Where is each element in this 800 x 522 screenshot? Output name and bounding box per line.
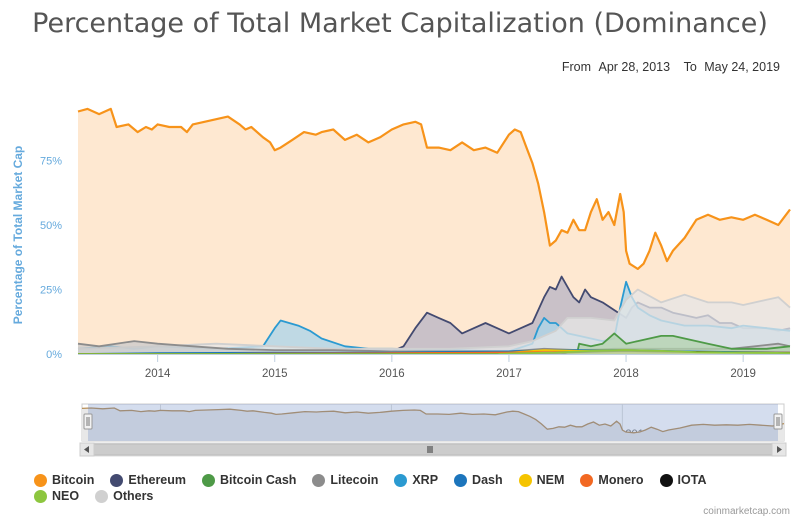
legend-marker-icon	[34, 473, 47, 487]
plot-area	[77, 96, 791, 355]
legend-label: Bitcoin Cash	[220, 473, 297, 487]
legend-label: Bitcoin	[52, 473, 95, 487]
range-from-date[interactable]: Apr 28, 2013	[598, 60, 671, 74]
legend-marker-icon	[312, 473, 326, 487]
legend-label: NEM	[536, 473, 565, 487]
legend-label: XRP	[412, 473, 439, 487]
navigator-series-area	[82, 408, 784, 441]
axes: 0% 25% 50% 75% Percentage of Total Market Ca…	[11, 146, 790, 380]
legend-item-xrp[interactable]: XRP	[394, 473, 438, 487]
legend-marker-icon	[454, 473, 468, 487]
x-tick-label: 2018	[613, 368, 639, 380]
legend-marker-icon	[394, 473, 408, 487]
x-tick-label: 2016	[379, 368, 405, 380]
legend-row: Bitcoin Ethereum Bitcoin Cash Litecoin XRP Da…	[34, 472, 794, 488]
legend-label: Dash	[472, 473, 503, 487]
chart-title: Percentage of Total Market Capitalizatio…	[32, 8, 768, 39]
series-line-bitcoin-cash[interactable]	[576, 332, 791, 355]
legend-marker-icon	[518, 473, 532, 487]
legend-marker-icon	[659, 473, 673, 487]
legend-marker-icon	[580, 473, 594, 487]
legend-marker-icon	[110, 473, 124, 487]
x-tick-label: 2014	[145, 368, 171, 380]
series-line-others[interactable]	[77, 288, 791, 350]
x-tick-label: 2017	[496, 368, 522, 380]
legend-item-nem[interactable]: NEM	[518, 473, 565, 487]
navigator-selection[interactable]	[88, 404, 778, 441]
legend-label: Monero	[598, 473, 644, 487]
range-to-label: To	[683, 60, 697, 74]
legend-item-dash[interactable]: Dash	[454, 473, 503, 487]
legend-item-iota[interactable]: IOTA	[659, 473, 707, 487]
arrow-left-icon	[84, 446, 89, 453]
series-line-neo[interactable]	[78, 349, 791, 355]
scrollbar-thumb[interactable]	[93, 443, 773, 456]
y-tick-label: 0%	[46, 349, 62, 361]
y-tick-label: 25%	[40, 285, 62, 297]
legend-label: NEO	[52, 489, 80, 503]
legend-item-ethereum[interactable]: Ethereum	[110, 473, 186, 487]
legend-row: NEO Others	[34, 488, 794, 504]
x-tick-label: 2015	[262, 368, 288, 380]
y-axis-title: Percentage of Total Market Cap	[11, 146, 25, 325]
legend-label: Ethereum	[128, 473, 187, 487]
legend-item-others[interactable]: Others	[95, 489, 153, 503]
legend-label: Litecoin	[330, 473, 379, 487]
y-tick-label: 75%	[40, 156, 62, 168]
range-from-label: From	[561, 60, 591, 74]
series-area-bitcoin	[78, 108, 790, 355]
x-tick-label: 2019	[730, 368, 756, 380]
navigator[interactable]: 201420162018	[79, 403, 787, 457]
date-range: From Apr 28, 2013 To May 24, 2019	[558, 60, 780, 74]
legend-marker-icon	[202, 473, 216, 487]
credit-link[interactable]: coinmarketcap.com	[703, 506, 790, 517]
legend-item-neo[interactable]: NEO	[34, 489, 79, 503]
navigator-series-line	[81, 407, 785, 434]
navigator-handle-left[interactable]	[83, 413, 93, 430]
navigator-handle-right[interactable]	[773, 413, 783, 430]
legend-item-bitcoin[interactable]: Bitcoin	[34, 473, 94, 487]
legend-item-monero[interactable]: Monero	[580, 473, 644, 487]
series-line-bitcoin[interactable]	[77, 107, 791, 270]
range-to-date[interactable]: May 24, 2019	[704, 60, 780, 74]
legend-label: IOTA	[677, 473, 707, 487]
legend-item-litecoin[interactable]: Litecoin	[312, 473, 378, 487]
legend-item-bitcoin-cash[interactable]: Bitcoin Cash	[202, 473, 296, 487]
legend-label: Others	[113, 489, 154, 503]
legend-marker-icon	[95, 489, 109, 503]
arrow-right-icon	[777, 446, 782, 453]
y-tick-label: 50%	[40, 220, 62, 232]
legend-marker-icon	[34, 489, 47, 503]
legend: Bitcoin Ethereum Bitcoin Cash Litecoin XRP Da…	[34, 472, 794, 504]
